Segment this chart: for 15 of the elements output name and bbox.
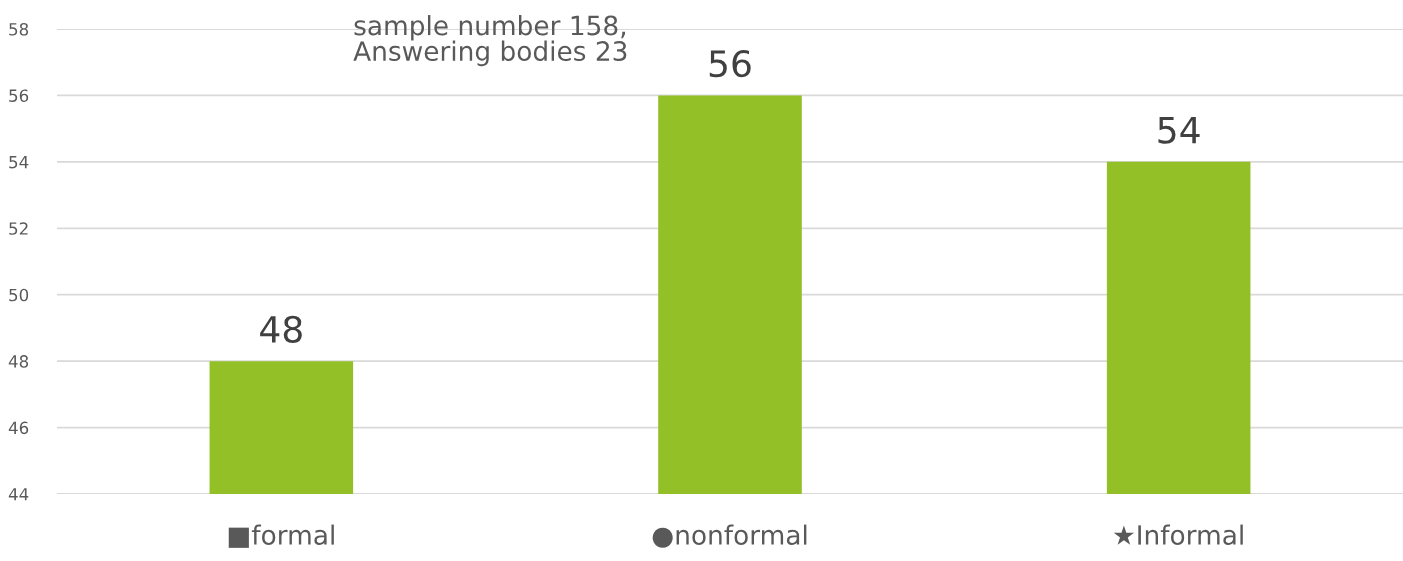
y-tick-label: 46 [8, 421, 29, 435]
y-tick-label: 58 [9, 22, 29, 36]
annotation: sample number 158, Answering bodies 23 [353, 15, 627, 67]
x-tick-label: ■formal [228, 524, 334, 548]
y-tick-label: 54 [9, 156, 29, 169]
x-tick-label: ★Informal [1113, 524, 1243, 545]
y-tick-label: 48 [8, 355, 29, 368]
data-label: 48 [260, 315, 302, 344]
y-tick-label: 50 [9, 288, 29, 302]
y-tick-label: 56 [9, 89, 29, 102]
data-label: 56 [709, 50, 751, 78]
data-label: 54 [1158, 116, 1200, 144]
y-tick-label: 52 [9, 222, 28, 235]
x-tick-label: ●nonformal [652, 524, 807, 548]
y-tick-label: 44 [8, 488, 29, 501]
